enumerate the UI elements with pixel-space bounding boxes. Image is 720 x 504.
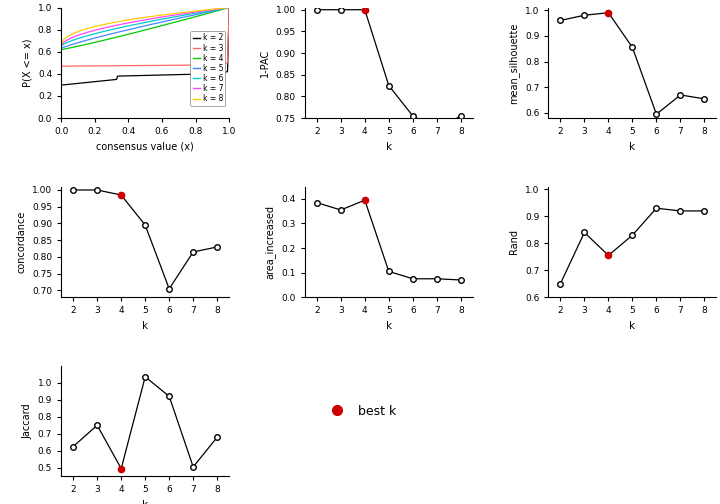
X-axis label: k: k	[386, 142, 392, 152]
X-axis label: k: k	[142, 500, 148, 504]
X-axis label: k: k	[142, 321, 148, 331]
Y-axis label: concordance: concordance	[17, 211, 27, 273]
Y-axis label: 1-PAC: 1-PAC	[260, 49, 270, 77]
Legend:  best k: best k	[320, 400, 402, 423]
X-axis label: consensus value (x): consensus value (x)	[96, 142, 194, 152]
X-axis label: k: k	[629, 142, 636, 152]
Legend: k = 2, k = 3, k = 4, k = 5, k = 6, k = 7, k = 8: k = 2, k = 3, k = 4, k = 5, k = 6, k = 7…	[190, 31, 225, 106]
X-axis label: k: k	[386, 321, 392, 331]
Y-axis label: Rand: Rand	[510, 229, 519, 255]
Y-axis label: area_increased: area_increased	[265, 205, 276, 279]
Y-axis label: P(X <= x): P(X <= x)	[22, 39, 32, 87]
X-axis label: k: k	[629, 321, 636, 331]
Y-axis label: Jaccard: Jaccard	[22, 403, 32, 439]
Y-axis label: mean_silhouette: mean_silhouette	[508, 22, 519, 103]
